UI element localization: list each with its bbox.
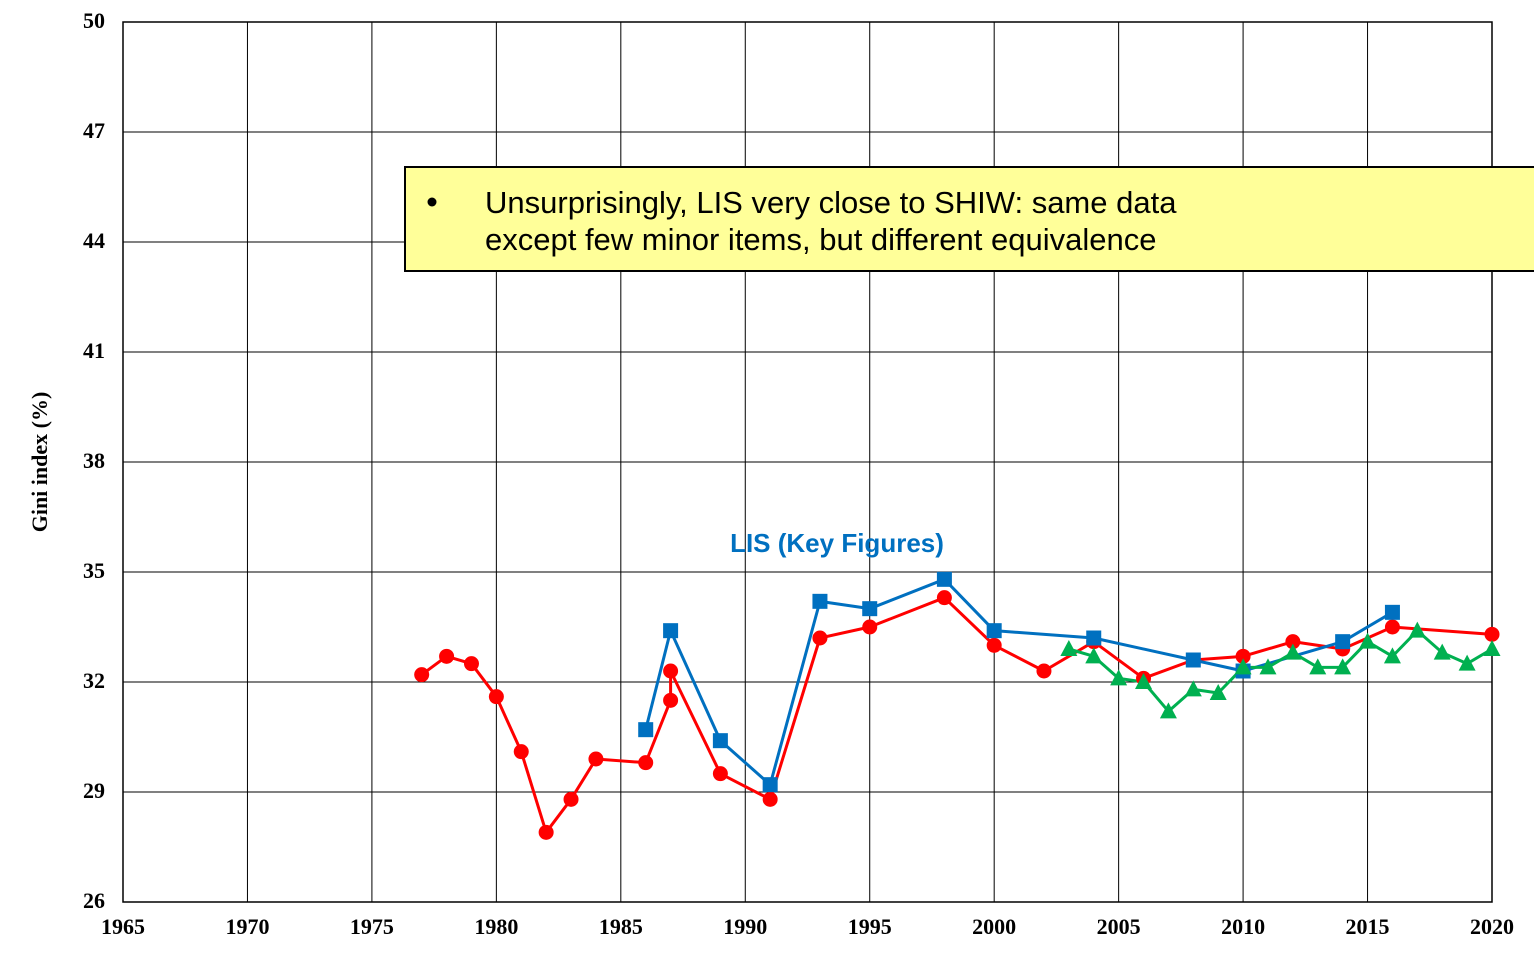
point [1284, 643, 1302, 660]
point [1184, 680, 1202, 697]
point [538, 824, 554, 840]
point [1334, 658, 1352, 675]
point [663, 663, 679, 679]
point [1384, 619, 1400, 635]
y-tick-label: 32 [83, 668, 105, 693]
point [1060, 640, 1078, 656]
point [1285, 634, 1301, 650]
point [1086, 630, 1102, 646]
x-tick-label: 2015 [1346, 914, 1390, 939]
point [1383, 647, 1401, 664]
annotation-line: Unsurprisingly, LIS very close to SHIW: … [485, 185, 1177, 220]
point [1483, 640, 1501, 656]
point [1085, 647, 1103, 664]
y-tick-label: 26 [83, 888, 105, 913]
grid: 26 29 32 35 38 41 44 47 50 1965 1970 1975 1980 1985 19… [83, 8, 1514, 939]
point [663, 623, 679, 639]
point [488, 689, 504, 705]
y-tick-label: 29 [83, 778, 105, 803]
y-tick-label: 47 [83, 118, 105, 143]
series-line [420, 596, 1493, 834]
point [812, 593, 828, 609]
bullet [427, 197, 437, 207]
x-tick-label: 1970 [225, 914, 269, 939]
point [986, 637, 1002, 653]
annotation: Unsurprisingly, LIS very close to SHIW: … [404, 166, 1534, 272]
point [563, 791, 579, 807]
point [638, 755, 654, 771]
point [1234, 658, 1252, 675]
y-tick-label: 41 [83, 338, 105, 363]
x-tick-label: 1975 [350, 914, 394, 939]
series-label: LIS (Key Figures) [730, 528, 944, 558]
point [588, 751, 604, 767]
point [1235, 648, 1251, 664]
point [1110, 669, 1128, 686]
point [1209, 684, 1227, 700]
point [1433, 643, 1451, 660]
point [1458, 654, 1476, 671]
point [936, 590, 952, 606]
plot: LIS (Key Figures) [414, 528, 1501, 840]
y-tick-label: 35 [83, 558, 105, 583]
point [638, 722, 654, 738]
point [1036, 663, 1052, 679]
x-tick-label: 2010 [1221, 914, 1265, 939]
point [513, 744, 529, 760]
y-axis-label: Gini index (%) [27, 392, 52, 533]
y-tick-label: 38 [83, 448, 105, 473]
x-tick-label: 1995 [848, 914, 892, 939]
point [712, 733, 728, 749]
point [762, 777, 778, 793]
point [1185, 652, 1201, 668]
x-tick-label: 2020 [1470, 914, 1514, 939]
point [663, 692, 679, 708]
point [1309, 658, 1327, 675]
point [1335, 634, 1351, 650]
point [762, 791, 778, 807]
point [1159, 702, 1177, 719]
point [712, 766, 728, 782]
point [463, 656, 479, 672]
x-tick-label: 1985 [599, 914, 643, 939]
point [1259, 658, 1277, 675]
annotation-line: except few minor items, but different eq… [485, 222, 1156, 257]
point [414, 667, 430, 683]
point [1135, 673, 1153, 689]
x-tick-label: 2000 [972, 914, 1016, 939]
point [1484, 626, 1500, 642]
point [936, 571, 952, 587]
x-tick-label: 1980 [474, 914, 518, 939]
annotation-box [404, 166, 1534, 272]
point [1384, 604, 1400, 620]
x-tick-label: 2005 [1097, 914, 1141, 939]
x-tick-label: 1965 [101, 914, 145, 939]
y-tick-label: 44 [83, 228, 105, 253]
point [1408, 621, 1426, 638]
x-tick-label: 1990 [723, 914, 767, 939]
point [862, 601, 878, 617]
point [812, 630, 828, 646]
plot-frame [122, 21, 1493, 903]
point [439, 648, 455, 664]
point [986, 623, 1002, 639]
point [1359, 632, 1377, 649]
point [862, 619, 878, 635]
y-tick-label: 50 [83, 8, 105, 33]
